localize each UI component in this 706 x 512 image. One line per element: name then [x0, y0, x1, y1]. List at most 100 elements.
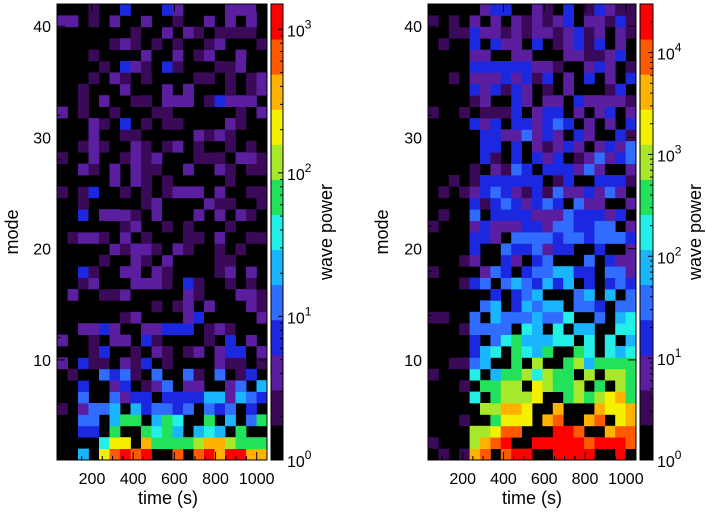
- heatmap-cell: [57, 106, 68, 119]
- heatmap-cell: [162, 209, 173, 221]
- colorbar-segment: [271, 354, 283, 391]
- heatmap-cell: [214, 357, 226, 370]
- heatmap-cell: [120, 38, 131, 50]
- heatmap-cell: [172, 403, 184, 415]
- heatmap-cell: [594, 106, 606, 119]
- heatmap-cell: [511, 289, 522, 301]
- colorbar-tick-label: 103: [657, 142, 682, 165]
- colorbar-segment: [271, 39, 283, 75]
- heatmap-cell: [109, 163, 121, 176]
- heatmap-cell: [532, 15, 543, 28]
- heatmap-cell: [563, 380, 574, 392]
- heatmap-cell: [448, 15, 460, 28]
- heatmap-cell: [552, 220, 564, 233]
- heatmap-cell: [521, 266, 533, 278]
- heatmap-cell: [78, 209, 89, 221]
- heatmap-cell: [615, 425, 626, 438]
- heatmap-cell: [246, 83, 257, 96]
- heatmap-cell: [256, 220, 268, 233]
- y-tick-label: 30: [404, 130, 422, 147]
- heatmap-cell: [256, 232, 268, 244]
- heatmap-cell: [256, 209, 268, 221]
- heatmap-cell: [511, 83, 522, 96]
- heatmap-cell: [193, 289, 205, 301]
- heatmap-cell: [235, 346, 247, 358]
- heatmap-cell: [225, 448, 236, 461]
- heatmap-cell: [130, 448, 142, 461]
- heatmap-cell: [183, 437, 194, 449]
- heatmap-cell: [193, 209, 205, 221]
- heatmap-cell: [552, 403, 564, 415]
- heatmap-cell: [552, 437, 564, 449]
- heatmap-cell: [109, 232, 121, 244]
- heatmap-cell: [141, 448, 152, 461]
- heatmap-cell: [532, 277, 543, 290]
- heatmap-cell: [500, 197, 512, 210]
- heatmap-cell: [584, 323, 595, 335]
- heatmap-cell: [552, 152, 564, 164]
- heatmap-cell: [490, 15, 502, 28]
- colorbar-segment: [640, 354, 653, 391]
- heatmap-cell: [162, 437, 173, 449]
- heatmap-cell: [584, 209, 595, 221]
- heatmap-cell: [521, 368, 533, 381]
- x-tick-label: 600: [161, 471, 188, 488]
- heatmap-cell: [246, 266, 257, 278]
- heatmap-cell: [141, 323, 152, 335]
- heatmap-cell: [542, 83, 554, 96]
- heatmap-cell: [573, 163, 585, 176]
- heatmap-cell: [109, 243, 121, 256]
- heatmap-cell: [120, 72, 131, 85]
- heatmap-cell: [469, 277, 481, 290]
- heatmap-cell: [604, 49, 616, 62]
- heatmap-cell: [141, 300, 152, 313]
- heatmap-cell: [542, 163, 554, 176]
- heatmap-cell: [511, 300, 522, 313]
- heatmap-cell: [490, 129, 502, 142]
- heatmap-cell: [563, 26, 574, 39]
- heatmap-cell: [469, 83, 481, 96]
- heatmap-cell: [120, 437, 131, 449]
- heatmap-cell: [500, 72, 512, 85]
- heatmap-cell: [214, 368, 226, 381]
- heatmap-cell: [256, 346, 268, 358]
- heatmap-cell: [172, 300, 184, 313]
- heatmap-cell: [151, 266, 163, 278]
- heatmap-cell: [214, 61, 226, 73]
- heatmap-cell: [542, 300, 554, 313]
- heatmap-cell: [490, 106, 502, 119]
- heatmap-cell: [225, 15, 236, 28]
- heatmap-cell: [511, 277, 522, 290]
- heatmap-cell: [625, 175, 637, 187]
- heatmap-cell: [480, 140, 491, 153]
- heatmap-cell: [204, 403, 215, 415]
- heatmap-cell: [78, 186, 89, 199]
- heatmap-cell: [246, 140, 257, 153]
- heatmap-cell: [109, 357, 121, 370]
- colorbar-segment: [640, 284, 653, 321]
- heatmap-cell: [584, 163, 595, 176]
- heatmap-cell: [88, 15, 100, 28]
- heatmap-cell: [584, 152, 595, 164]
- left-colorbar-ticks: 100 101 102 103: [278, 17, 312, 471]
- heatmap-cell: [246, 437, 257, 449]
- heatmap-cell: [162, 163, 173, 176]
- heatmap-cell: [500, 266, 512, 278]
- heatmap-cell: [625, 95, 637, 107]
- heatmap-cell: [584, 95, 595, 107]
- heatmap-cell: [172, 437, 184, 449]
- heatmap-cell: [141, 175, 152, 187]
- heatmap-cell: [99, 266, 110, 278]
- heatmap-cell: [459, 414, 470, 427]
- heatmap-cell: [225, 323, 236, 335]
- heatmap-cell: [225, 437, 236, 449]
- heatmap-cell: [256, 152, 268, 164]
- heatmap-cell: [246, 334, 257, 347]
- heatmap-cell: [511, 357, 522, 370]
- heatmap-cell: [172, 72, 184, 85]
- heatmap-cell: [162, 403, 173, 415]
- colorbar-segment: [640, 319, 653, 356]
- heatmap-cell: [459, 357, 470, 370]
- colorbar-tick-label: 101: [287, 304, 312, 327]
